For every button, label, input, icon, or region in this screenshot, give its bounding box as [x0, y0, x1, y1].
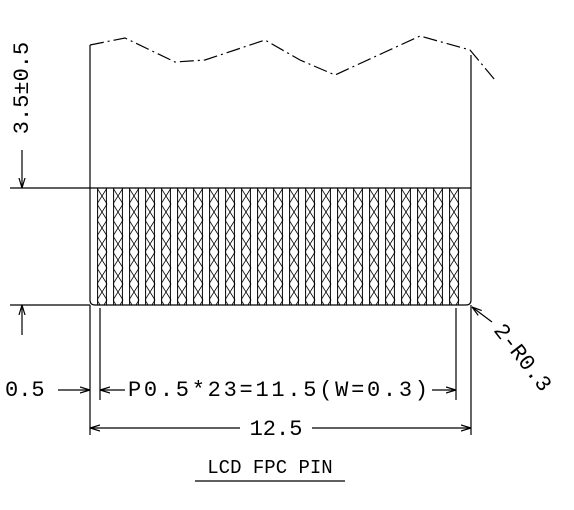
radius-label: 2-R0.3: [488, 319, 556, 397]
break-line: [89, 35, 496, 81]
edge-offset-label: 0.5: [5, 378, 45, 403]
pins: [97, 188, 465, 305]
pitch-label: P0.5*23=11.5(W=0.3): [128, 378, 428, 403]
overhang-label: 3.5±0.5: [10, 42, 35, 134]
caption: LCD FPC PIN: [207, 457, 332, 479]
total-width-label: 12.5: [250, 417, 303, 442]
leader-line: [472, 307, 493, 323]
